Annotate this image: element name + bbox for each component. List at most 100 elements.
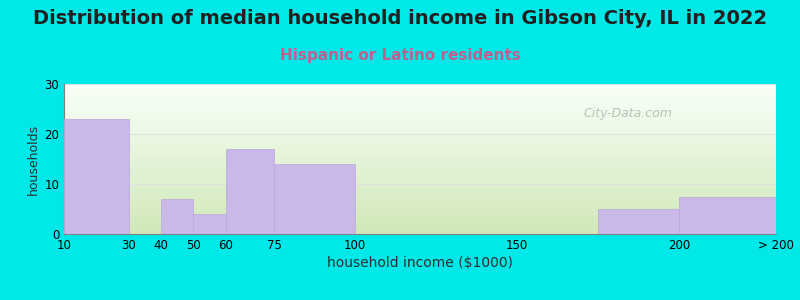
Bar bbox=[64, 183, 776, 184]
Bar bbox=[64, 92, 776, 93]
Bar bbox=[64, 153, 776, 154]
Bar bbox=[64, 122, 776, 123]
Bar bbox=[64, 169, 776, 171]
Bar bbox=[64, 213, 776, 214]
Bar bbox=[64, 98, 776, 99]
Bar bbox=[64, 208, 776, 210]
Bar bbox=[64, 231, 776, 232]
Bar bbox=[64, 124, 776, 126]
Bar bbox=[64, 216, 776, 218]
Bar bbox=[64, 112, 776, 114]
Bar bbox=[64, 100, 776, 102]
Bar bbox=[64, 99, 776, 100]
Text: City-Data.com: City-Data.com bbox=[584, 107, 673, 121]
Bar bbox=[64, 85, 776, 87]
Bar bbox=[64, 204, 776, 206]
Bar bbox=[64, 165, 776, 166]
Bar bbox=[64, 200, 776, 201]
Bar bbox=[64, 195, 776, 196]
Bar bbox=[64, 190, 776, 192]
Bar bbox=[64, 220, 776, 222]
Bar bbox=[64, 201, 776, 202]
Bar bbox=[64, 105, 776, 106]
Bar bbox=[64, 164, 776, 165]
Bar bbox=[64, 196, 776, 198]
Bar bbox=[64, 90, 776, 92]
Bar bbox=[161, 199, 194, 234]
Bar bbox=[64, 207, 776, 208]
Bar bbox=[64, 160, 776, 162]
Bar bbox=[64, 118, 776, 120]
Bar bbox=[64, 226, 776, 228]
Bar bbox=[226, 149, 274, 234]
Bar bbox=[64, 87, 776, 88]
Bar bbox=[64, 119, 129, 234]
Bar bbox=[64, 152, 776, 153]
Bar bbox=[64, 111, 776, 112]
Bar bbox=[64, 198, 776, 200]
Bar bbox=[64, 232, 776, 234]
Bar bbox=[64, 174, 776, 176]
Bar bbox=[64, 176, 776, 177]
Bar bbox=[64, 224, 776, 225]
Bar bbox=[64, 154, 776, 156]
Bar bbox=[64, 218, 776, 219]
Bar bbox=[64, 123, 776, 124]
Bar bbox=[64, 140, 776, 141]
Bar bbox=[64, 114, 776, 116]
Bar bbox=[64, 230, 776, 231]
Bar bbox=[64, 212, 776, 213]
Bar bbox=[64, 178, 776, 180]
Bar bbox=[64, 167, 776, 168]
Bar bbox=[64, 158, 776, 159]
Text: Hispanic or Latino residents: Hispanic or Latino residents bbox=[279, 48, 521, 63]
Bar bbox=[679, 196, 776, 234]
Bar bbox=[64, 225, 776, 226]
Bar bbox=[64, 144, 776, 146]
Bar bbox=[64, 189, 776, 190]
Bar bbox=[64, 93, 776, 94]
Bar bbox=[64, 194, 776, 195]
Bar bbox=[64, 141, 776, 142]
Bar bbox=[64, 186, 776, 188]
Bar bbox=[64, 142, 776, 144]
Bar bbox=[64, 88, 776, 90]
Bar bbox=[64, 180, 776, 182]
Bar bbox=[64, 134, 776, 135]
Bar bbox=[64, 84, 776, 86]
Bar bbox=[64, 156, 776, 158]
Bar bbox=[64, 103, 776, 105]
Bar bbox=[64, 106, 776, 108]
Bar bbox=[64, 135, 776, 136]
Bar bbox=[64, 148, 776, 150]
Bar bbox=[64, 102, 776, 104]
Bar bbox=[64, 159, 776, 160]
Bar bbox=[64, 116, 776, 117]
Text: Distribution of median household income in Gibson City, IL in 2022: Distribution of median household income … bbox=[33, 9, 767, 28]
Bar bbox=[64, 147, 776, 148]
Bar bbox=[64, 210, 776, 212]
Bar bbox=[64, 150, 776, 152]
Bar bbox=[64, 184, 776, 186]
Bar bbox=[64, 214, 776, 216]
Bar bbox=[64, 132, 776, 134]
Bar bbox=[64, 138, 776, 140]
Y-axis label: households: households bbox=[27, 123, 40, 195]
Bar bbox=[64, 129, 776, 130]
Bar bbox=[64, 171, 776, 172]
Bar bbox=[64, 120, 776, 122]
Bar bbox=[64, 188, 776, 189]
Bar bbox=[274, 164, 355, 234]
Bar bbox=[64, 168, 776, 170]
X-axis label: household income ($1000): household income ($1000) bbox=[327, 256, 513, 270]
Bar bbox=[64, 130, 776, 132]
Bar bbox=[64, 222, 776, 224]
Bar bbox=[64, 136, 776, 138]
Bar bbox=[194, 214, 226, 234]
Bar bbox=[64, 94, 776, 96]
Bar bbox=[64, 162, 776, 164]
Bar bbox=[64, 108, 776, 110]
Bar bbox=[64, 228, 776, 230]
Bar bbox=[64, 219, 776, 220]
Bar bbox=[64, 177, 776, 178]
